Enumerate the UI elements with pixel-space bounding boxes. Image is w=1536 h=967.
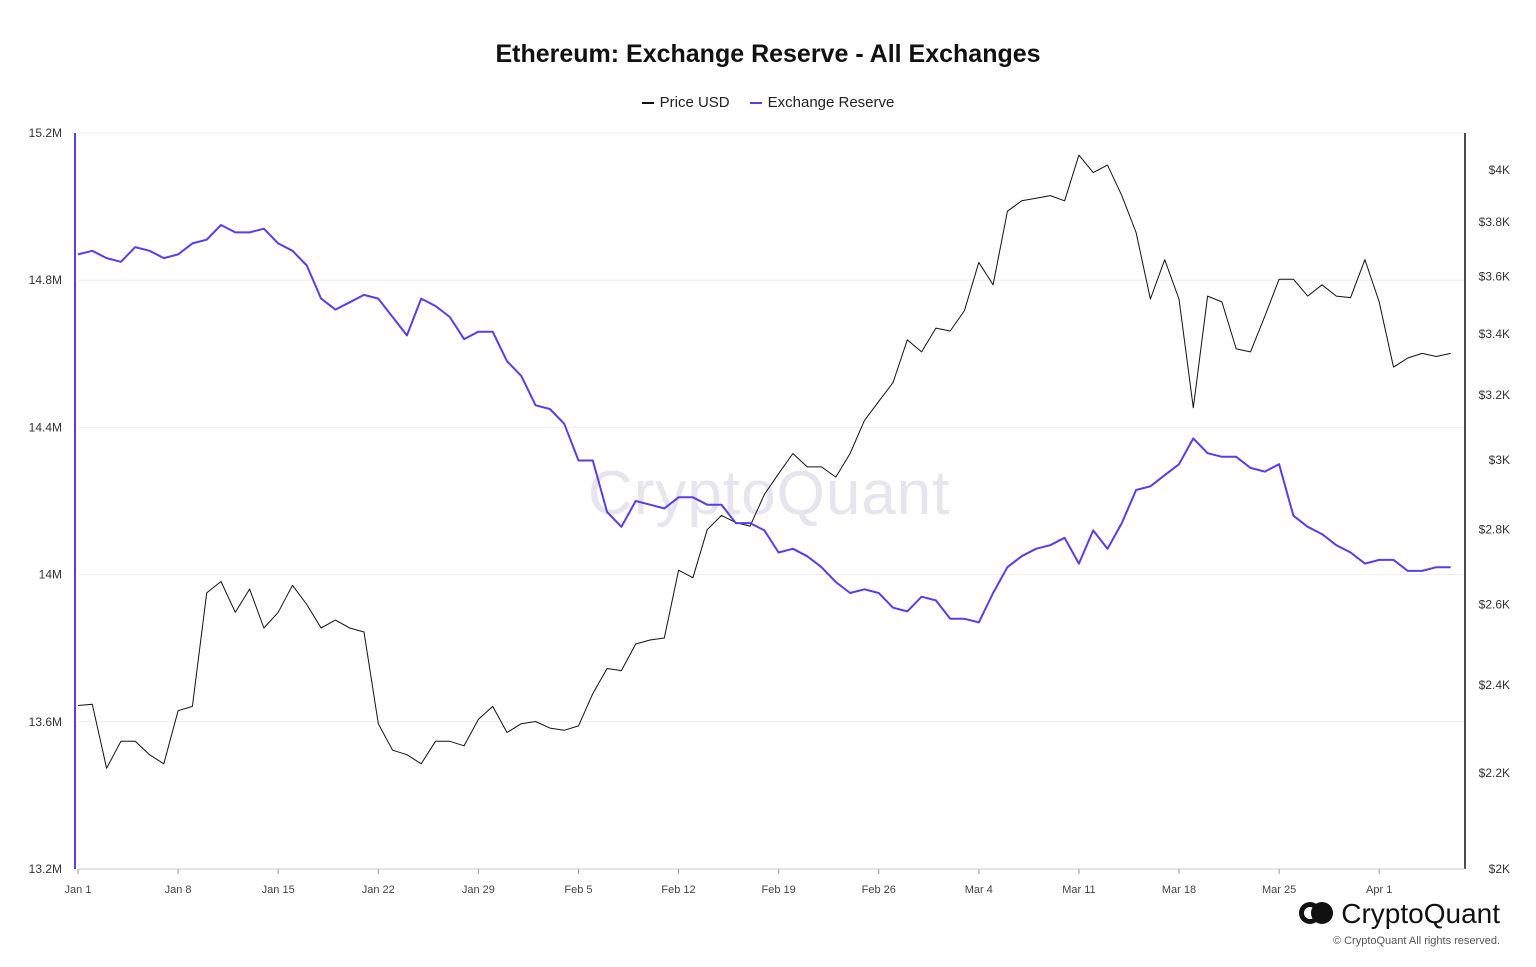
left-tick-label-4: 14.8M [29, 273, 62, 287]
axes [74, 133, 1466, 870]
series-lines [77, 154, 1451, 769]
left-tick-label-1: 13.6M [29, 715, 62, 729]
x-tick-label-11: Mar 18 [1162, 884, 1196, 896]
legend-label-reserve: Exchange Reserve [767, 94, 895, 111]
right-tick-label-8: $3.6K [1479, 269, 1510, 283]
x-tick-label-3: Jan 22 [362, 884, 395, 896]
chart-title: Ethereum: Exchange Reserve - All Exchang… [495, 40, 1041, 68]
series-line-exchange-reserve [77, 224, 1451, 624]
x-tick-label-0: Jan 1 [65, 884, 92, 896]
x-tick-label-9: Mar 4 [965, 884, 993, 896]
x-tick-label-10: Mar 11 [1062, 884, 1095, 896]
right-tick-label-4: $2.8K [1479, 523, 1510, 537]
x-tick-label-8: Feb 26 [862, 884, 896, 896]
right-tick-label-9: $3.8K [1479, 215, 1510, 229]
chart-legend: Price USD Exchange Reserve [0, 94, 1536, 111]
legend-item-price-usd[interactable]: Price USD [641, 94, 730, 111]
grid-lines [78, 132, 1465, 870]
legend-swatch-reserve [749, 101, 762, 104]
right-tick-label-2: $2.4K [1479, 678, 1510, 692]
series-line-price-usd [77, 154, 1451, 769]
copyright-text: © CryptoQuant All rights reserved. [1332, 935, 1500, 947]
left-tick-label-5: 15.2M [29, 126, 62, 140]
right-tick-label-3: $2.6K [1479, 597, 1510, 611]
legend-swatch-price [641, 101, 654, 104]
right-tick-label-7: $3.4K [1479, 327, 1510, 341]
left-axis-ticks: 13.2M 13.6M 14M 14.4M 14.8M 15.2M [29, 126, 62, 876]
legend-label-price: Price USD [659, 94, 730, 111]
left-tick-label-3: 14.4M [29, 420, 62, 434]
legend-item-exchange-reserve[interactable]: Exchange Reserve [749, 94, 895, 111]
cryptoquant-logo-icon [1299, 902, 1334, 926]
x-tick-label-4: Jan 29 [462, 884, 495, 896]
x-tick-label-2: Jan 15 [262, 884, 295, 896]
left-tick-label-2: 14M [39, 568, 62, 582]
right-tick-label-6: $3.2K [1479, 388, 1510, 402]
right-tick-label-0: $2K [1489, 862, 1510, 876]
right-tick-label-1: $2.2K [1479, 766, 1510, 780]
x-axis-ticks: Jan 1 Jan 8 Jan 15 Jan 22 Jan 29 Feb 5 Feb 12 F… [65, 869, 1392, 896]
x-tick-label-5: Feb 5 [564, 884, 592, 896]
x-tick-label-1: Jan 8 [165, 884, 192, 896]
brand-logo: CryptoQuant [1299, 898, 1500, 930]
x-tick-label-12: Mar 25 [1262, 884, 1296, 896]
x-tick-label-6: Feb 12 [661, 884, 695, 896]
right-tick-label-5: $3K [1489, 453, 1510, 467]
right-tick-label-10: $4K [1489, 163, 1510, 177]
x-tick-label-7: Feb 19 [762, 884, 796, 896]
x-tick-label-13: Apr 1 [1366, 884, 1392, 896]
brand-name: CryptoQuant [1341, 898, 1500, 929]
right-axis-ticks: $2K $2.2K $2.4K $2.6K $2.8K $3K $3.2K $3.4K $3.6… [1479, 163, 1510, 876]
left-tick-label-0: 13.2M [29, 862, 62, 876]
